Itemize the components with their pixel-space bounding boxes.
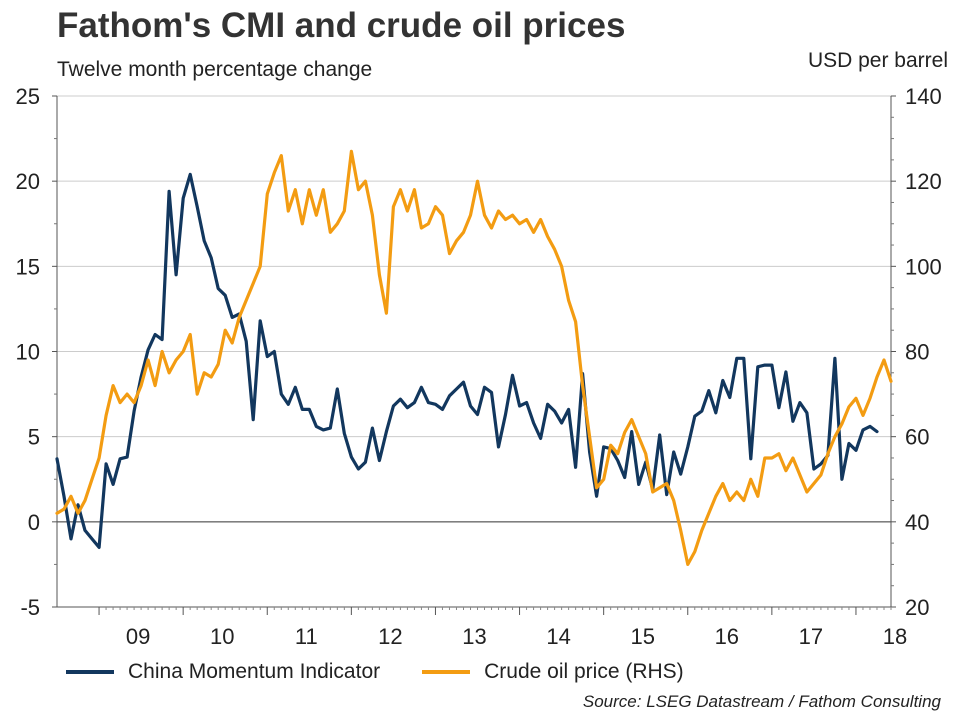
legend-label-oil: Crude oil price (RHS)	[484, 660, 684, 683]
legend-item-oil: Crude oil price (RHS)	[422, 660, 684, 684]
series-lines	[55, 149, 893, 566]
right-tick-label: 20	[905, 595, 929, 620]
x-tick-label: 15	[630, 624, 654, 649]
legend-swatch-oil	[422, 670, 471, 674]
series-line-crude-oil	[55, 149, 893, 566]
x-axis-ticks: 09 10 11 12 13 14 15 16 17 18	[98, 607, 907, 649]
right-axis-unit-label: USD per barrel	[807, 49, 948, 72]
left-tick-label: 10	[16, 340, 40, 365]
series-line-cmi	[55, 172, 879, 549]
x-tick-label: 09	[126, 624, 150, 649]
left-tick-label: -5	[20, 595, 40, 620]
x-tick-label: 10	[210, 624, 234, 649]
right-tick-label: 140	[905, 84, 942, 109]
right-tick-label: 40	[905, 510, 929, 535]
legend-item-cmi: China Momentum Indicator	[66, 660, 380, 684]
left-tick-label: 0	[28, 510, 40, 535]
legend-label-cmi: China Momentum Indicator	[128, 660, 381, 683]
chart-title: Fathom's CMI and crude oil prices	[57, 6, 626, 45]
gridlines	[57, 95, 891, 438]
x-tick-label: 12	[378, 624, 402, 649]
right-tick-label: 60	[905, 425, 929, 450]
left-tick-label: 5	[28, 425, 40, 450]
left-tick-label: 25	[16, 84, 40, 109]
left-tick-label: 15	[16, 254, 40, 279]
x-tick-label: 11	[295, 624, 318, 649]
left-tick-label: 20	[16, 169, 40, 194]
x-tick-label: 18	[883, 624, 907, 649]
source-note: Source: LSEG Datastream / Fathom Consult…	[582, 692, 941, 711]
legend-swatch-cmi	[66, 670, 114, 674]
x-tick-label: 14	[546, 624, 570, 649]
x-tick-label: 13	[462, 624, 486, 649]
right-tick-label: 80	[905, 340, 929, 365]
right-axis-ticks: 140 120 100 80 60 40 20	[891, 84, 942, 620]
right-tick-label: 100	[905, 254, 942, 279]
legend: China Momentum Indicator Crude oil price…	[66, 660, 726, 684]
right-tick-label: 120	[905, 169, 942, 194]
chart-subtitle: Twelve month percentage change	[57, 58, 373, 81]
left-axis-ticks: 25 20 15 10 5 0 -5	[16, 84, 57, 620]
x-tick-label: 17	[799, 624, 823, 649]
x-tick-label: 16	[715, 624, 739, 649]
